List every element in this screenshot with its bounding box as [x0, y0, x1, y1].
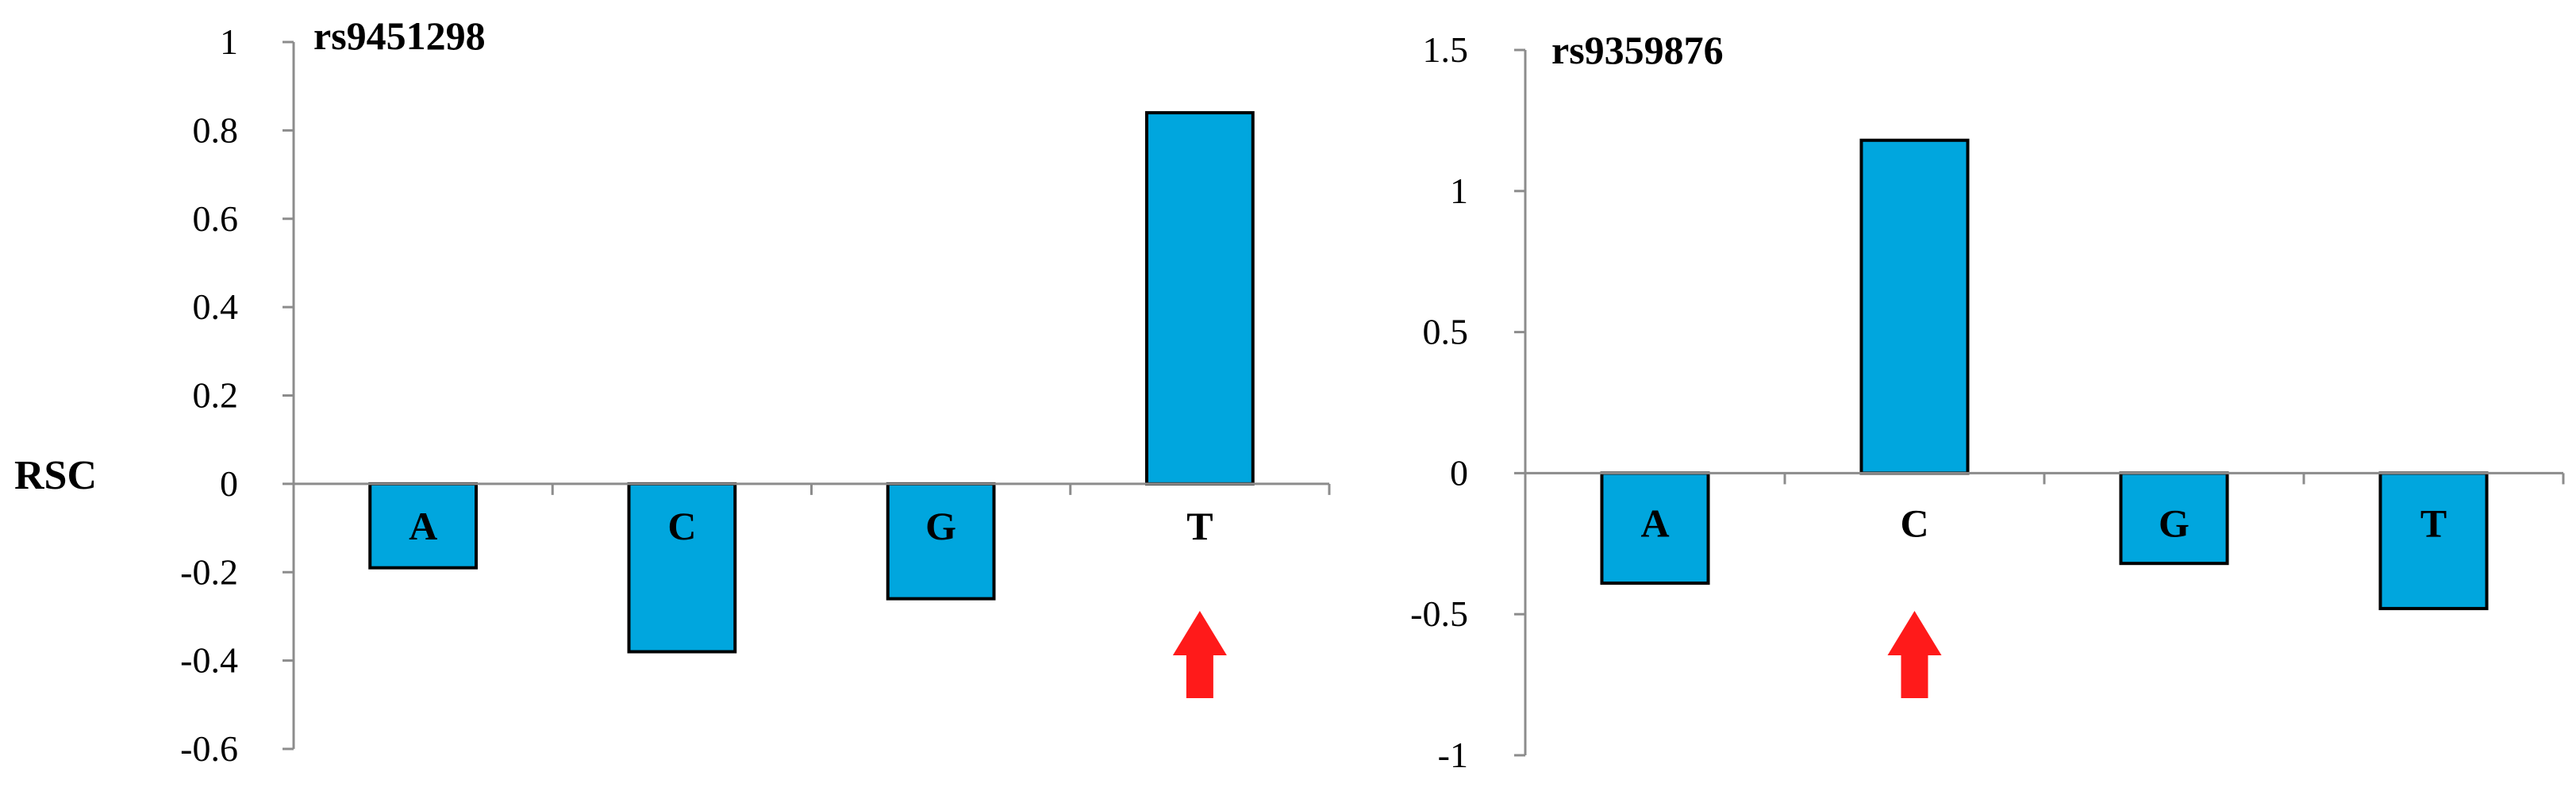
y-tick-label: 0 — [1450, 452, 1468, 493]
y-tick-label: 0.4 — [193, 286, 239, 327]
y-tick-label: -0.4 — [180, 640, 238, 681]
y-tick-label: -0.5 — [1410, 593, 1468, 634]
bar-A — [1600, 471, 1710, 585]
category-label: G — [2159, 501, 2190, 545]
chart-title: rs9359876 — [1551, 28, 1724, 72]
highlight-arrow-icon — [1172, 611, 1227, 698]
bar-C — [1859, 138, 1970, 475]
y-tick-label: 0.2 — [193, 375, 239, 416]
y-tick-label: -1 — [1438, 735, 1468, 775]
bar-G — [886, 482, 996, 601]
highlight-arrow-icon — [1887, 611, 1942, 698]
y-axis-title: RSC — [14, 453, 97, 498]
y-tick-label: 0.8 — [193, 109, 239, 150]
category-label: T — [2420, 501, 2447, 545]
bar-T — [2378, 471, 2489, 611]
y-tick-label: 1 — [220, 21, 238, 62]
y-tick-label: -0.2 — [180, 551, 238, 592]
category-label: G — [925, 504, 956, 548]
y-tick-label: -0.6 — [180, 728, 238, 769]
bar-T — [1144, 111, 1255, 486]
category-label: A — [409, 504, 437, 548]
y-tick-label: 1.5 — [1423, 29, 1469, 70]
y-tick-label: 0.5 — [1423, 312, 1469, 352]
chart-title: rs9451298 — [313, 13, 486, 58]
category-label: C — [667, 504, 696, 548]
category-label: C — [1900, 501, 1928, 545]
bar-G — [2119, 471, 2229, 566]
y-tick-label: 0.6 — [193, 198, 239, 239]
y-tick-label: 1 — [1450, 171, 1468, 211]
category-label: A — [1640, 501, 1669, 545]
y-tick-label: 0 — [220, 463, 238, 504]
category-label: T — [1186, 504, 1213, 548]
